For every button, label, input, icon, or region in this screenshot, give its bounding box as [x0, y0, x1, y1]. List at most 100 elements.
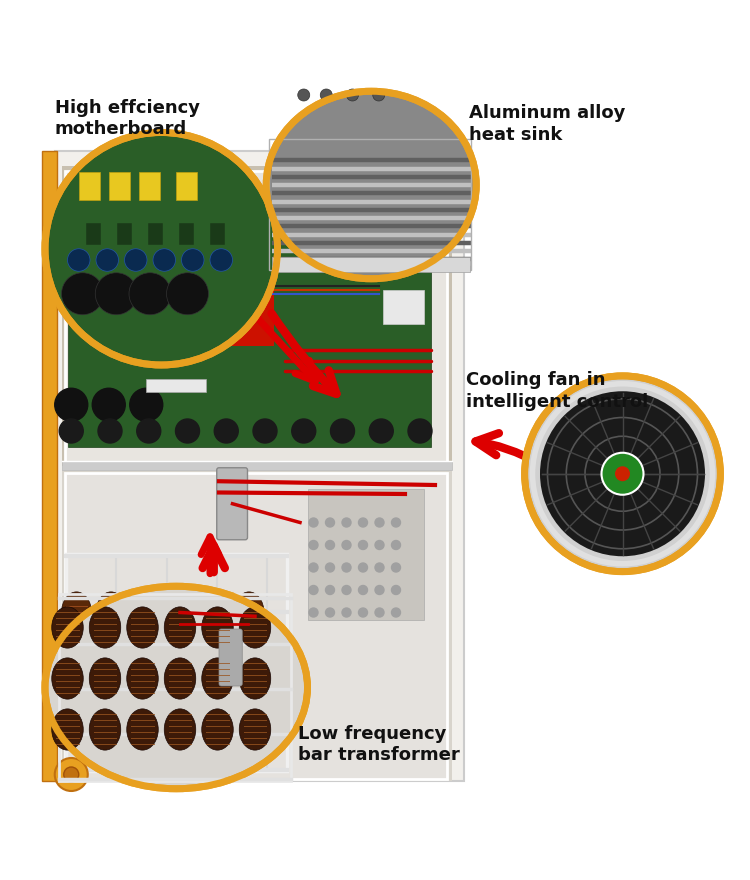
FancyBboxPatch shape: [199, 282, 274, 346]
Ellipse shape: [200, 592, 230, 633]
Ellipse shape: [89, 709, 121, 750]
Ellipse shape: [165, 644, 195, 686]
Circle shape: [326, 540, 334, 549]
FancyBboxPatch shape: [42, 151, 57, 781]
Ellipse shape: [266, 92, 476, 279]
FancyBboxPatch shape: [139, 238, 160, 268]
FancyBboxPatch shape: [79, 172, 100, 200]
Circle shape: [136, 419, 160, 443]
Circle shape: [214, 419, 238, 443]
FancyBboxPatch shape: [210, 223, 225, 245]
Ellipse shape: [89, 658, 121, 699]
FancyBboxPatch shape: [55, 151, 464, 781]
Ellipse shape: [96, 697, 126, 738]
Circle shape: [326, 585, 334, 595]
Circle shape: [375, 563, 384, 572]
Circle shape: [375, 540, 384, 549]
Ellipse shape: [239, 607, 271, 649]
Circle shape: [375, 585, 384, 595]
FancyBboxPatch shape: [308, 488, 424, 620]
Circle shape: [55, 388, 88, 422]
Ellipse shape: [234, 697, 264, 738]
Ellipse shape: [52, 709, 83, 750]
Ellipse shape: [127, 607, 158, 649]
FancyBboxPatch shape: [62, 470, 452, 781]
Circle shape: [342, 585, 351, 595]
FancyBboxPatch shape: [86, 223, 101, 245]
FancyBboxPatch shape: [272, 257, 470, 272]
FancyBboxPatch shape: [75, 238, 96, 268]
Ellipse shape: [239, 709, 271, 750]
Circle shape: [392, 518, 400, 527]
Ellipse shape: [62, 697, 92, 738]
Circle shape: [342, 540, 351, 549]
Circle shape: [182, 249, 204, 271]
FancyBboxPatch shape: [146, 378, 206, 392]
Ellipse shape: [200, 644, 230, 686]
Text: Aluminum alloy
heat sink: Aluminum alloy heat sink: [469, 104, 626, 143]
Ellipse shape: [130, 592, 160, 633]
FancyBboxPatch shape: [64, 172, 447, 464]
FancyBboxPatch shape: [176, 238, 197, 268]
Circle shape: [615, 466, 630, 481]
FancyBboxPatch shape: [64, 473, 447, 779]
Circle shape: [95, 273, 137, 315]
Circle shape: [331, 419, 355, 443]
FancyBboxPatch shape: [219, 629, 242, 686]
Circle shape: [326, 563, 334, 572]
FancyBboxPatch shape: [68, 193, 431, 448]
Circle shape: [342, 518, 351, 527]
Circle shape: [68, 249, 90, 271]
Circle shape: [358, 540, 368, 549]
FancyBboxPatch shape: [62, 461, 452, 470]
Ellipse shape: [45, 586, 308, 788]
Ellipse shape: [164, 607, 196, 649]
Circle shape: [153, 249, 176, 271]
Ellipse shape: [127, 658, 158, 699]
FancyBboxPatch shape: [62, 166, 452, 466]
Circle shape: [375, 608, 384, 617]
Circle shape: [326, 518, 334, 527]
Circle shape: [124, 249, 147, 271]
Ellipse shape: [165, 592, 195, 633]
Circle shape: [392, 540, 400, 549]
Ellipse shape: [127, 709, 158, 750]
Circle shape: [358, 585, 368, 595]
Ellipse shape: [130, 644, 160, 686]
Circle shape: [96, 249, 118, 271]
Ellipse shape: [202, 709, 233, 750]
Circle shape: [540, 392, 705, 556]
Ellipse shape: [96, 644, 126, 686]
Ellipse shape: [62, 592, 92, 633]
Ellipse shape: [165, 697, 195, 738]
Circle shape: [55, 758, 88, 791]
Circle shape: [176, 419, 200, 443]
FancyBboxPatch shape: [382, 290, 424, 324]
Ellipse shape: [89, 607, 121, 649]
Text: Low frequency
bar transformer: Low frequency bar transformer: [298, 725, 460, 765]
Ellipse shape: [202, 607, 233, 649]
FancyBboxPatch shape: [109, 172, 130, 200]
Circle shape: [342, 563, 351, 572]
Ellipse shape: [45, 133, 278, 365]
Circle shape: [602, 452, 644, 495]
FancyBboxPatch shape: [217, 468, 248, 539]
Circle shape: [309, 563, 318, 572]
Circle shape: [392, 608, 400, 617]
Ellipse shape: [234, 644, 264, 686]
Circle shape: [98, 419, 122, 443]
Circle shape: [358, 563, 368, 572]
Circle shape: [392, 563, 400, 572]
FancyBboxPatch shape: [117, 223, 132, 245]
Ellipse shape: [200, 697, 230, 738]
Circle shape: [253, 419, 277, 443]
Ellipse shape: [52, 658, 83, 699]
Circle shape: [375, 518, 384, 527]
Ellipse shape: [62, 644, 92, 686]
Circle shape: [292, 419, 316, 443]
FancyBboxPatch shape: [179, 223, 194, 245]
Circle shape: [130, 388, 163, 422]
Circle shape: [392, 585, 400, 595]
Circle shape: [320, 89, 332, 101]
Circle shape: [358, 608, 368, 617]
